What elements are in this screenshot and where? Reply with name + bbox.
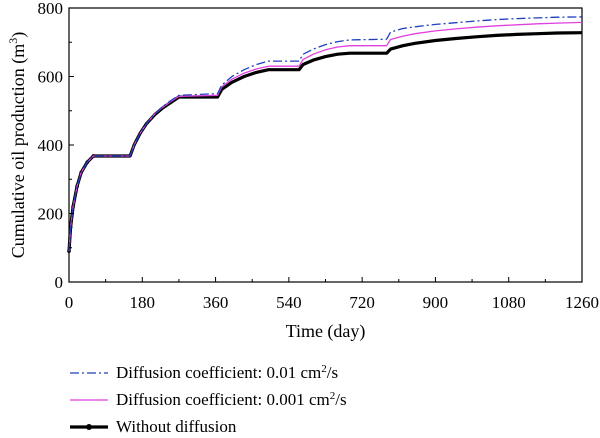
x-tick-label: 720 — [349, 293, 375, 312]
legend-item: Without diffusion — [70, 417, 237, 436]
y-tick-label: 200 — [38, 205, 64, 224]
x-tick-label: 1080 — [492, 293, 526, 312]
y-axis-title-close: ) — [8, 32, 29, 38]
legend-label: Without diffusion — [116, 417, 237, 436]
legend-label-main: Diffusion coefficient: 0.01 cm — [116, 363, 321, 382]
legend-label-superscript: 2 — [330, 390, 336, 402]
x-tick-label: 360 — [203, 293, 229, 312]
x-tick-label: 1260 — [565, 293, 599, 312]
legend-label-main: Diffusion coefficient: 0.001 cm — [116, 390, 330, 409]
y-axis-title: Cumulative oil production (m3) — [6, 32, 29, 258]
x-tick-label: 900 — [423, 293, 449, 312]
legend-label: Diffusion coefficient: 0.01 cm2/s — [116, 363, 338, 382]
legend-label-superscript: 2 — [321, 363, 327, 375]
legend-label-main: Without diffusion — [116, 417, 237, 436]
y-tick-label: 400 — [38, 136, 64, 155]
legend-marker — [86, 424, 92, 430]
y-axis-title-main: Cumulative oil production (m — [8, 44, 29, 258]
legend-item: Diffusion coefficient: 0.01 cm2/s — [70, 363, 338, 382]
y-tick-label: 0 — [55, 273, 64, 292]
legend-label: Diffusion coefficient: 0.001 cm2/s — [116, 390, 347, 409]
series-line — [68, 16, 583, 252]
legend: Diffusion coefficient: 0.01 cm2/sDiffusi… — [70, 363, 347, 436]
x-tick-label: 180 — [130, 293, 156, 312]
plot-frame — [68, 7, 583, 283]
x-axis-title: Time (day) — [286, 321, 366, 342]
series-line — [68, 21, 583, 252]
y-tick-label: 600 — [38, 68, 64, 87]
x-tick-label: 540 — [276, 293, 302, 312]
y-axis-title-superscript: 3 — [6, 38, 20, 44]
plot-area: 0 180 360 540 720 900 1080 1260 0 200 400 600 800 — [38, 0, 600, 312]
x-tick-label: 0 — [65, 293, 74, 312]
y-tick-label: 800 — [38, 0, 64, 18]
legend-item: Diffusion coefficient: 0.001 cm2/s — [70, 390, 347, 409]
legend-label-suffix: /s — [327, 363, 338, 382]
series-line — [67, 31, 583, 252]
y-axis: 0 200 400 600 800 — [38, 0, 74, 292]
series-layer — [67, 16, 583, 253]
x-axis: 0 180 360 540 720 900 1080 1260 — [65, 277, 599, 312]
legend-label-suffix: /s — [335, 390, 346, 409]
